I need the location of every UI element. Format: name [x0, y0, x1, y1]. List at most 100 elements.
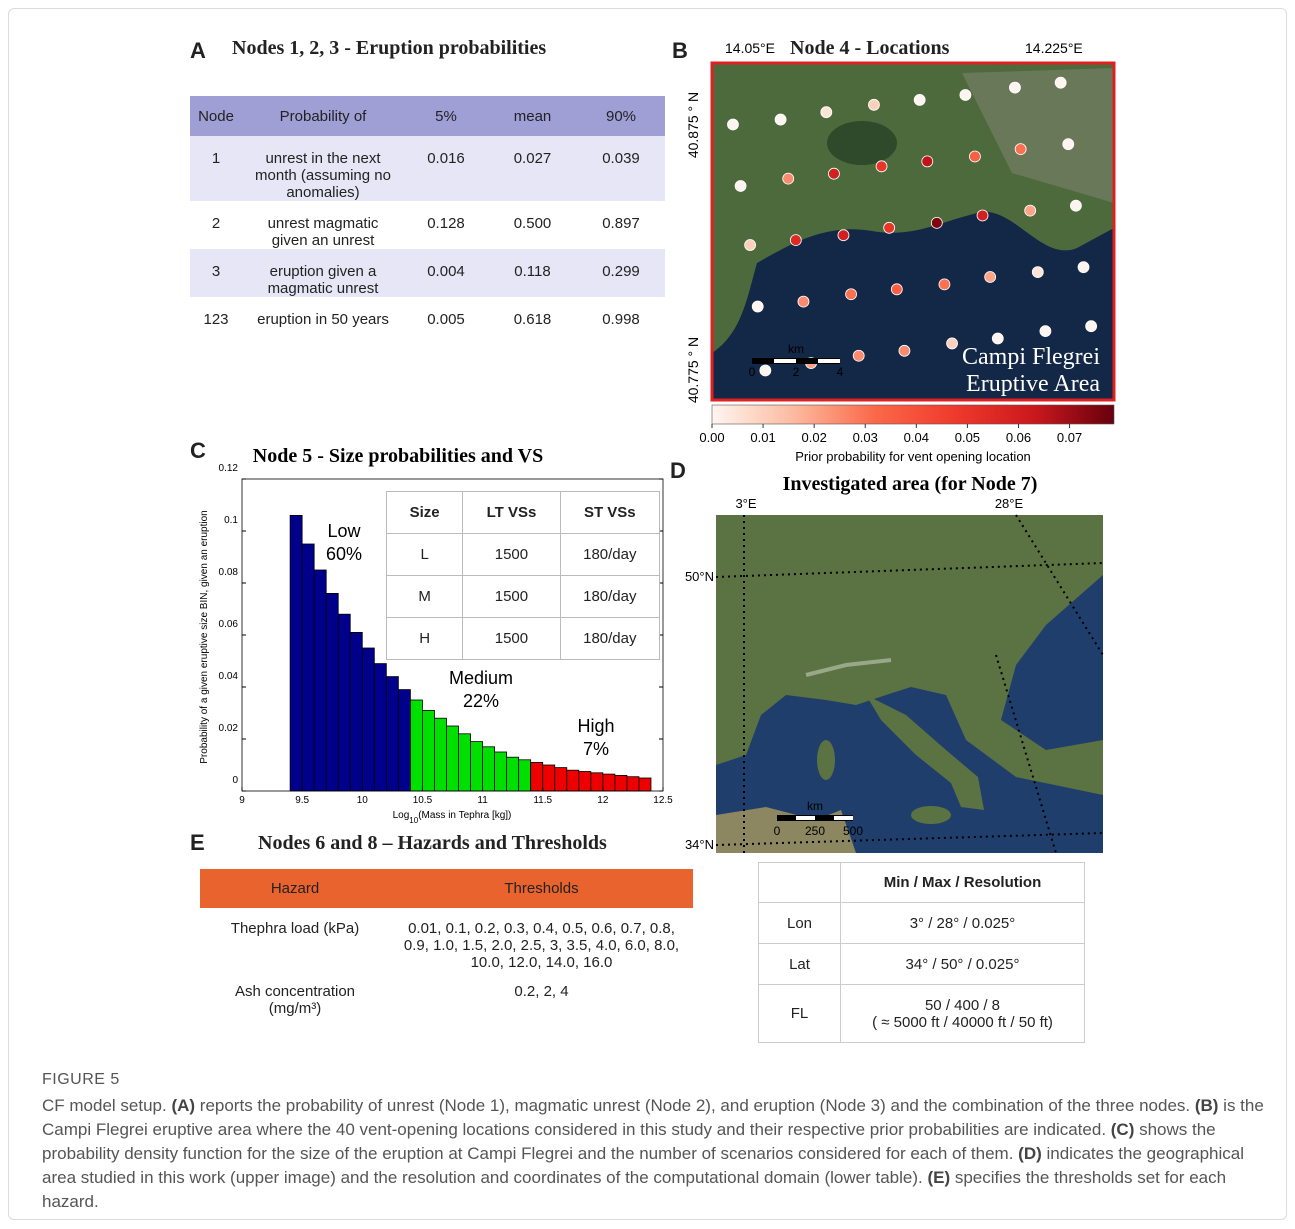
- vent: [846, 289, 857, 300]
- column-header: 5%: [404, 96, 488, 136]
- vent: [868, 99, 879, 110]
- bar: [615, 775, 627, 791]
- colorbar-tick-label: 0.02: [802, 430, 827, 445]
- y-axis-label: Probability of a given eruptive size BIN…: [199, 510, 210, 763]
- area-label: Eruptive Area: [966, 371, 1100, 397]
- bar: [507, 757, 519, 791]
- column-header: mean: [488, 96, 577, 136]
- column-header: Size: [387, 492, 463, 534]
- table-cell: 3° / 28° / 0.025°: [841, 903, 1085, 944]
- table-cell: 50 / 400 / 8 ( ≈ 5000 ft / 40000 ft / 50…: [841, 985, 1085, 1043]
- caption-text: CF model setup. (A) reports the probabil…: [42, 1094, 1267, 1214]
- bar: [471, 742, 483, 791]
- scale-tick: 500: [843, 824, 863, 838]
- vent: [985, 272, 996, 283]
- vent: [977, 210, 988, 221]
- vent: [1025, 205, 1036, 216]
- panel-letter: E: [190, 830, 205, 856]
- table-cell: L: [387, 534, 463, 576]
- column-header: ST VSs: [560, 492, 659, 534]
- table-cell: Ash concentration (mg/m³): [200, 971, 390, 1017]
- y-tick-label: 0.08: [219, 567, 239, 578]
- page: A Nodes 1, 2, 3 - Eruption probabilities…: [0, 0, 1295, 1229]
- vent: [1040, 326, 1051, 337]
- caption-segment: CF model setup.: [42, 1096, 171, 1115]
- bar: [567, 770, 579, 791]
- table-row: Ash concentration (mg/m³)0.2, 2, 4: [200, 971, 693, 1017]
- table-cell: 0.998: [577, 297, 665, 328]
- area-label: Campi Flegrei: [962, 344, 1100, 370]
- figure-label: FIGURE 5: [42, 1068, 1267, 1092]
- table-cell: 0.500: [488, 201, 577, 249]
- column-header: LT VSs: [463, 492, 560, 534]
- table-row: 3eruption given a magmatic unrest0.0040.…: [190, 249, 665, 297]
- scale-bar: [796, 816, 815, 820]
- vent: [1070, 200, 1081, 211]
- bar: [338, 614, 350, 791]
- x-tick-label: 9: [239, 795, 245, 806]
- x-tick-label: 11.5: [533, 795, 552, 806]
- x-axis-label-part: (Mass in Tephra [kg]): [418, 810, 511, 821]
- bar: [555, 768, 567, 791]
- sicily: [911, 806, 951, 824]
- table-row: M1500180/day: [387, 576, 660, 618]
- size-class-share: 7%: [583, 739, 609, 759]
- bar: [374, 664, 386, 791]
- table-cell: 0.618: [488, 297, 577, 328]
- colorbar-tick-label: 0.00: [699, 430, 724, 445]
- colorbar-tick-label: 0.05: [955, 430, 980, 445]
- table-row: Lat34° / 50° / 0.025°: [759, 944, 1085, 985]
- table-row: 1unrest in the next month (assuming no a…: [190, 136, 665, 201]
- scale-bar: [834, 816, 853, 820]
- table-cell: 123: [190, 297, 242, 328]
- vent: [735, 180, 746, 191]
- vent: [914, 94, 925, 105]
- colorbar: [712, 405, 1114, 424]
- panel-title: Investigated area (for Node 7): [783, 473, 1038, 495]
- vent: [798, 296, 809, 307]
- vent: [783, 173, 794, 184]
- y-tick-label: 0.04: [219, 671, 239, 682]
- vent: [891, 284, 902, 295]
- table-cell: unrest in the next month (assuming no an…: [242, 136, 404, 201]
- bar: [314, 570, 326, 791]
- size-class-share: 22%: [463, 691, 499, 711]
- vent: [899, 345, 910, 356]
- scale-tick: 250: [805, 824, 825, 838]
- colorbar-tick-label: 0.01: [750, 430, 775, 445]
- vent: [1078, 262, 1089, 273]
- vent: [1032, 267, 1043, 278]
- bar: [434, 718, 446, 791]
- scale-tick: 0: [749, 365, 756, 379]
- scale-tick: 4: [837, 365, 844, 379]
- colorbar-tick-label: 0.06: [1006, 430, 1031, 445]
- colorbar-tick-label: 0.04: [904, 430, 929, 445]
- probability-table: NodeProbability of5%mean90%1unrest in th…: [190, 96, 665, 328]
- x-tick-label: 12: [597, 795, 609, 806]
- lat-label: 50°N: [685, 569, 714, 584]
- bar: [386, 677, 398, 791]
- size-class-name: Medium: [449, 668, 513, 688]
- lat-label: 34°N: [685, 837, 714, 852]
- table-cell: 0.118: [488, 249, 577, 297]
- bar: [603, 774, 615, 791]
- vent: [1015, 144, 1026, 155]
- africa: [716, 807, 856, 853]
- table-cell: 0.2, 2, 4: [390, 971, 693, 1017]
- caption-segment: (C): [1111, 1120, 1135, 1139]
- table-cell: 1500: [463, 576, 560, 618]
- x-tick-label: 11: [477, 795, 488, 806]
- x-axis-label-part: Log: [393, 810, 410, 821]
- table-cell: 180/day: [560, 618, 659, 660]
- vent: [853, 350, 864, 361]
- scale-unit: km: [807, 799, 823, 813]
- table-cell: 3: [190, 249, 242, 297]
- header-row: SizeLT VSsST VSs: [387, 492, 660, 534]
- table-row: 123eruption in 50 years0.0050.6180.998: [190, 297, 665, 328]
- y-tick-label: 0.12: [219, 463, 239, 474]
- sardinia: [817, 740, 835, 780]
- table-cell: unrest magmatic given an unrest: [242, 201, 404, 249]
- caption-segment: (E): [927, 1168, 950, 1187]
